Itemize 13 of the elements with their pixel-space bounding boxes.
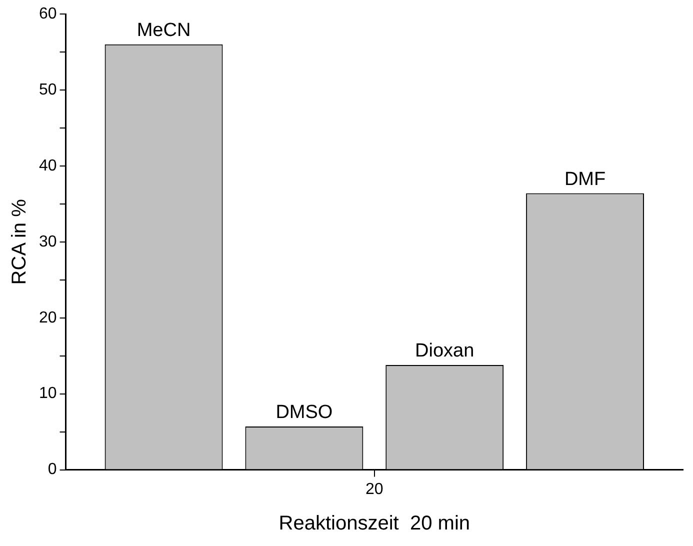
y-tick-label: 60 — [39, 5, 57, 22]
y-tick-label: 30 — [39, 233, 57, 250]
y-tick-label: 50 — [39, 81, 57, 98]
y-tick-label: 20 — [39, 309, 57, 326]
y-tick-label: 10 — [39, 385, 57, 402]
x-axis-title: Reaktionszeit 20 min — [278, 512, 470, 535]
series-label: Dioxan — [415, 340, 474, 362]
y-tick-label: 40 — [39, 157, 57, 174]
series-label: MeCN — [136, 20, 191, 42]
series-label: DMSO — [276, 402, 333, 424]
y-tick-label: 0 — [48, 461, 57, 478]
series-label: DMF — [564, 169, 606, 190]
y-axis-title: RCA in % — [8, 198, 31, 285]
